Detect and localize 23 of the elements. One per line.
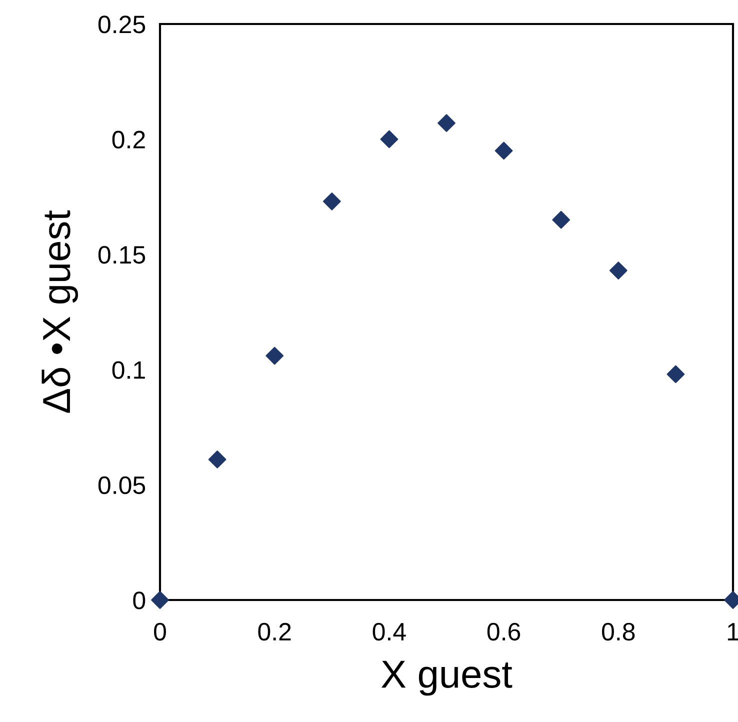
x-tick-label: 0.6 (487, 622, 520, 641)
y-tick-label: 0.15 (98, 246, 146, 264)
point (438, 114, 456, 132)
point (666, 365, 685, 384)
y-tick-label: 0.2 (112, 130, 145, 149)
y-axis-title: Δδ •X guest (42, 210, 78, 413)
point (552, 210, 570, 229)
y-tick-label: 0.25 (98, 16, 146, 34)
point (208, 450, 226, 468)
x-tick-label: 0 (154, 622, 166, 641)
point (322, 192, 341, 210)
x-axis-title: X guest (381, 660, 512, 696)
x-tick-label: 0.4 (372, 622, 406, 641)
point (266, 346, 284, 365)
point (494, 142, 513, 160)
point (151, 591, 169, 609)
y-tick-label: 0.1 (112, 361, 145, 379)
y-tick-label: 0 (133, 592, 146, 610)
x-tick-label: 0.2 (258, 622, 291, 641)
point (609, 262, 628, 280)
y-tick-label: 0.05 (98, 476, 146, 494)
point (380, 130, 398, 148)
x-tick-label: 0.8 (602, 622, 635, 641)
